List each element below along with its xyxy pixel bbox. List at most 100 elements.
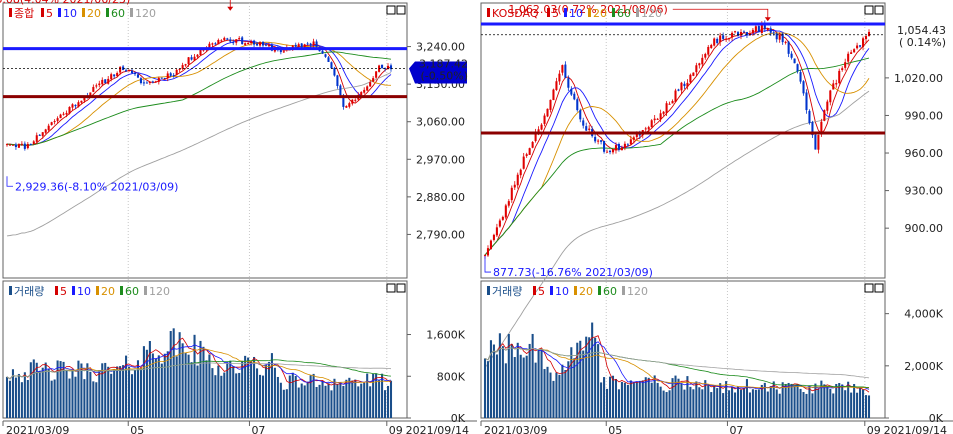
candle-body: [116, 72, 119, 76]
volume-bar: [513, 357, 516, 418]
volume-bar: [386, 385, 390, 418]
legend-swatch: [72, 286, 75, 295]
candle-body: [238, 38, 241, 40]
candle-body: [187, 57, 190, 65]
volume-bar: [853, 384, 856, 418]
candle-body: [829, 90, 832, 103]
candle-body: [330, 62, 333, 69]
volume-bar: [381, 373, 384, 418]
volume-bar: [635, 381, 638, 418]
candle-body: [760, 24, 763, 34]
candle-body: [98, 83, 101, 86]
candle-body: [342, 96, 345, 107]
candle-body: [722, 35, 725, 39]
candle-body: [531, 141, 534, 148]
candle-body: [26, 143, 29, 149]
legend-swatch: [564, 8, 567, 17]
candle-body: [611, 149, 615, 153]
candle-body: [282, 51, 285, 53]
volume-bar: [695, 381, 698, 418]
volume-bar: [11, 369, 14, 418]
candle-body: [513, 184, 516, 188]
volume-bar: [704, 380, 707, 418]
candle-body: [558, 73, 561, 82]
volume-bar: [790, 383, 793, 418]
legend-swatch: [106, 8, 109, 17]
candle-body: [119, 66, 122, 73]
y-tick-label: 2,790.00: [416, 228, 465, 241]
volume-bar: [360, 383, 363, 418]
legend-swatch: [130, 8, 133, 17]
volume-bar: [626, 384, 629, 418]
candle-body: [163, 77, 166, 79]
ma-5-line: [484, 27, 870, 256]
volume-bar: [862, 389, 865, 418]
candle-body: [719, 35, 722, 43]
candle-body: [772, 32, 775, 34]
candle-body: [247, 43, 250, 45]
volume-bar: [772, 381, 775, 418]
volume-bar: [303, 385, 306, 418]
y-tick-label: 2,880.00: [416, 191, 465, 204]
candle-body: [656, 118, 659, 120]
candle-body: [178, 68, 181, 70]
volume-bar: [128, 366, 131, 418]
legend-label: 60: [125, 285, 139, 298]
close-icon: [874, 5, 884, 15]
candle-body: [56, 118, 59, 121]
x-tick-label: 05: [130, 424, 144, 434]
candle-body: [662, 111, 665, 114]
volume-legend: 거래량 5 10 20 60 120: [9, 285, 170, 298]
volume-bar: [847, 381, 850, 418]
volume-bar: [110, 373, 113, 418]
candle-body: [817, 135, 820, 150]
volume-bar: [133, 369, 137, 418]
candle-body: [369, 82, 372, 87]
candle-body: [864, 36, 868, 40]
volume-bar: [208, 354, 211, 418]
volume-bar: [600, 382, 603, 418]
candle-body: [145, 82, 148, 84]
volume-bar: [573, 358, 576, 418]
volume-bar: [802, 392, 805, 418]
volume-bar: [363, 382, 366, 418]
volume-bar: [754, 389, 757, 418]
volume-bar: [119, 366, 122, 418]
volume-bar: [623, 382, 626, 418]
volume-bar: [731, 387, 734, 418]
last-date-label: 2021/09/14: [884, 424, 947, 434]
legend-label: 5: [60, 285, 67, 298]
volume-bar: [47, 368, 50, 418]
candle-body: [193, 56, 196, 61]
volume-bar: [864, 395, 868, 418]
volume-bar: [486, 361, 490, 418]
volume-bar: [719, 383, 722, 418]
legend-label: 10: [555, 285, 569, 298]
candle-body: [389, 65, 393, 70]
candle-body: [184, 64, 187, 66]
volume-bar: [671, 378, 674, 418]
candle-body: [620, 147, 623, 151]
candle-body: [208, 43, 211, 48]
candle-body: [757, 26, 760, 32]
volume-bar: [757, 389, 760, 418]
candle-body: [77, 102, 80, 107]
candle-body: [600, 140, 603, 142]
volume-bar: [745, 379, 748, 418]
candle-body: [677, 89, 680, 91]
volume-bar: [80, 363, 83, 418]
volume-bar: [53, 379, 56, 418]
volume-bar: [125, 355, 128, 418]
volume-bar: [519, 354, 522, 418]
candle-body: [157, 77, 160, 82]
volume-bar: [86, 363, 89, 418]
candle-body: [250, 41, 253, 44]
volume-bar: [835, 383, 838, 418]
volume-bar: [92, 381, 95, 418]
volume-bar: [244, 355, 247, 418]
candle-body: [728, 38, 731, 40]
candle-body: [680, 82, 683, 91]
volume-bar: [698, 387, 701, 418]
candle-body: [775, 33, 778, 40]
legend-label: 종합: [14, 7, 34, 20]
